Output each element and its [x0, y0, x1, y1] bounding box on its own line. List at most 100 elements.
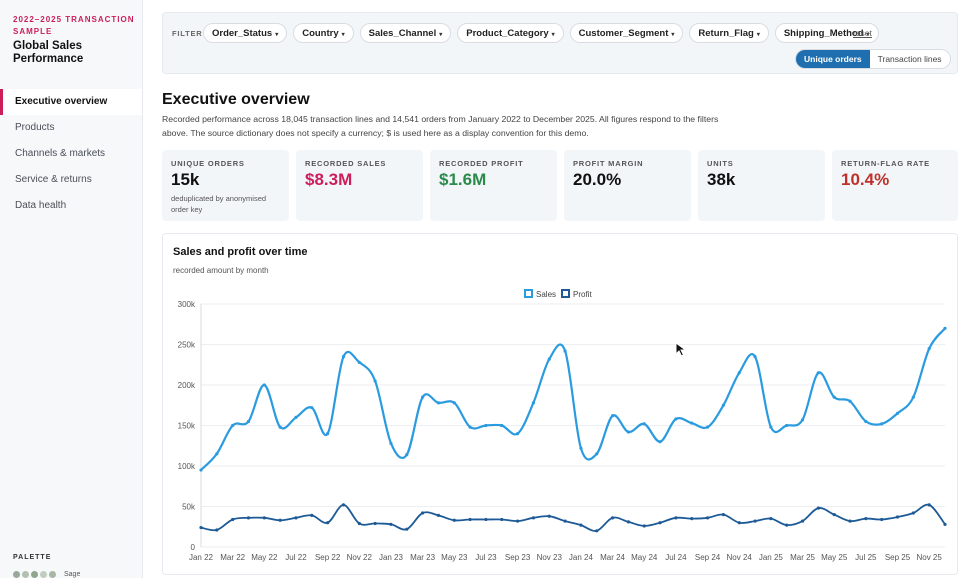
- data-point: [547, 514, 551, 518]
- data-point: [341, 503, 346, 507]
- data-point: [880, 517, 884, 522]
- toggle-transaction-lines[interactable]: Transaction lines: [877, 54, 942, 64]
- sidebar-item-channels-markets[interactable]: Channels & markets: [15, 148, 106, 159]
- data-point: [357, 521, 361, 526]
- data-point: [895, 515, 900, 519]
- y-tick-label: 300k: [178, 300, 196, 309]
- kpi-label: Recorded profit: [439, 159, 524, 168]
- data-point: [531, 401, 536, 405]
- sidebar-item-service-returns[interactable]: Service & returns: [15, 174, 92, 185]
- y-tick-label: 150k: [178, 422, 196, 431]
- x-tick-label: Jul 25: [855, 553, 877, 562]
- data-point: [658, 521, 662, 525]
- filter-chip-sales-channel[interactable]: Sales_Channel ▾: [359, 23, 452, 43]
- data-point: [547, 357, 551, 361]
- data-point: [326, 432, 330, 436]
- x-tick-label: May 22: [251, 553, 278, 562]
- caret-down-icon: ▾: [671, 32, 675, 38]
- sidebar-item-executive-overview[interactable]: Executive overview: [0, 89, 142, 115]
- data-point: [199, 525, 203, 530]
- palette-picker[interactable]: Sage: [13, 571, 80, 578]
- filter-chip-order-status[interactable]: Order_Status ▾: [203, 23, 288, 43]
- chip-label: Shipping_Method: [783, 28, 864, 39]
- data-point: [737, 521, 741, 525]
- data-point: [579, 523, 583, 527]
- data-point: [864, 517, 868, 521]
- caret-down-icon: ▾: [439, 32, 443, 38]
- filter-chip-product-category[interactable]: Product_Category ▾: [457, 23, 564, 43]
- data-point: [246, 516, 251, 520]
- filter-chip-return-flag[interactable]: Return_Flag ▾: [689, 23, 769, 43]
- count-mode-toggle: Unique orders Transaction lines: [795, 49, 951, 69]
- data-point: [927, 346, 931, 351]
- kpi-label: Return-flag rate: [841, 159, 930, 168]
- data-point: [326, 521, 330, 525]
- brand-kicker: 2022–2025 TRANSACTION SAMPLE: [13, 15, 135, 36]
- x-tick-label: Jan 23: [379, 553, 404, 562]
- palette-swatch: [49, 571, 56, 578]
- kpi-value: 38k: [707, 170, 736, 189]
- data-point: [800, 418, 805, 422]
- x-tick-label: Mar 23: [410, 553, 435, 562]
- x-tick-label: Mar 25: [790, 553, 815, 562]
- data-point: [610, 516, 615, 520]
- data-point: [310, 513, 314, 518]
- caret-down-icon: ▾: [275, 32, 279, 38]
- kpi-label: Units: [707, 159, 734, 168]
- palette-swatch: [13, 571, 20, 578]
- line-chart[interactable]: 0 50k 100k 150k 200k 250k 300k Jan 22 Mar 22 May …: [163, 234, 957, 574]
- series-line-sales: [200, 327, 946, 471]
- reset-filters-link[interactable]: reset: [853, 28, 872, 38]
- x-tick-label: Jan 22: [189, 553, 214, 562]
- data-point: [341, 355, 346, 359]
- data-point: [246, 419, 251, 424]
- data-point: [610, 414, 615, 418]
- sidebar-item-products[interactable]: Products: [15, 122, 55, 133]
- toggle-unique-orders[interactable]: Unique orders: [796, 50, 870, 68]
- brand-title: Global Sales Performance: [13, 40, 84, 65]
- data-point: [642, 524, 646, 528]
- data-point: [515, 519, 520, 523]
- kpi-card-return-flag-rate: Return-flag rate 10.4%: [832, 150, 958, 221]
- data-point: [278, 425, 282, 429]
- filter-chip-customer-segment[interactable]: Customer_Segment ▾: [569, 23, 684, 43]
- x-tick-label: Jul 23: [475, 553, 497, 562]
- data-point: [785, 423, 789, 428]
- x-tick-label: Jul 24: [665, 553, 687, 562]
- data-point: [721, 403, 725, 407]
- x-tick-label: Mar 24: [600, 553, 625, 562]
- palette-swatch: [31, 571, 38, 578]
- data-point: [674, 516, 678, 520]
- kpi-value: $8.3M: [305, 170, 353, 189]
- y-tick-label: 100k: [178, 462, 196, 471]
- data-point: [785, 523, 789, 527]
- series-line-profit: [200, 503, 946, 532]
- data-point: [595, 452, 599, 456]
- data-point: [278, 518, 282, 522]
- y-tick-label: 250k: [178, 341, 196, 350]
- data-point: [832, 395, 836, 399]
- chip-label: Sales_Channel: [368, 28, 437, 39]
- data-point: [310, 406, 314, 410]
- data-point: [737, 371, 741, 375]
- chip-label: Country: [302, 28, 339, 39]
- data-point: [880, 422, 884, 426]
- data-point: [215, 452, 219, 456]
- data-point: [705, 516, 710, 520]
- data-point: [816, 506, 820, 510]
- x-tick-label: Nov 24: [727, 553, 753, 562]
- chart-subtitle: recorded amount by month: [173, 266, 269, 275]
- kpi-value: 20.0%: [573, 170, 622, 189]
- data-point: [421, 395, 425, 399]
- data-point: [373, 521, 377, 526]
- data-point: [215, 528, 219, 532]
- data-point: [579, 446, 583, 450]
- filter-chip-country[interactable]: Country ▾: [293, 23, 354, 43]
- data-point: [436, 401, 441, 405]
- kpi-subtext: deduplicated by anonymised order key: [171, 194, 267, 214]
- filter-chip-shipping-method[interactable]: Shipping_Method ▾: [774, 23, 879, 43]
- legend-label: Profit: [573, 290, 592, 299]
- data-point: [452, 401, 456, 405]
- data-point: [262, 383, 266, 387]
- sidebar-item-data-health[interactable]: Data health: [15, 200, 67, 211]
